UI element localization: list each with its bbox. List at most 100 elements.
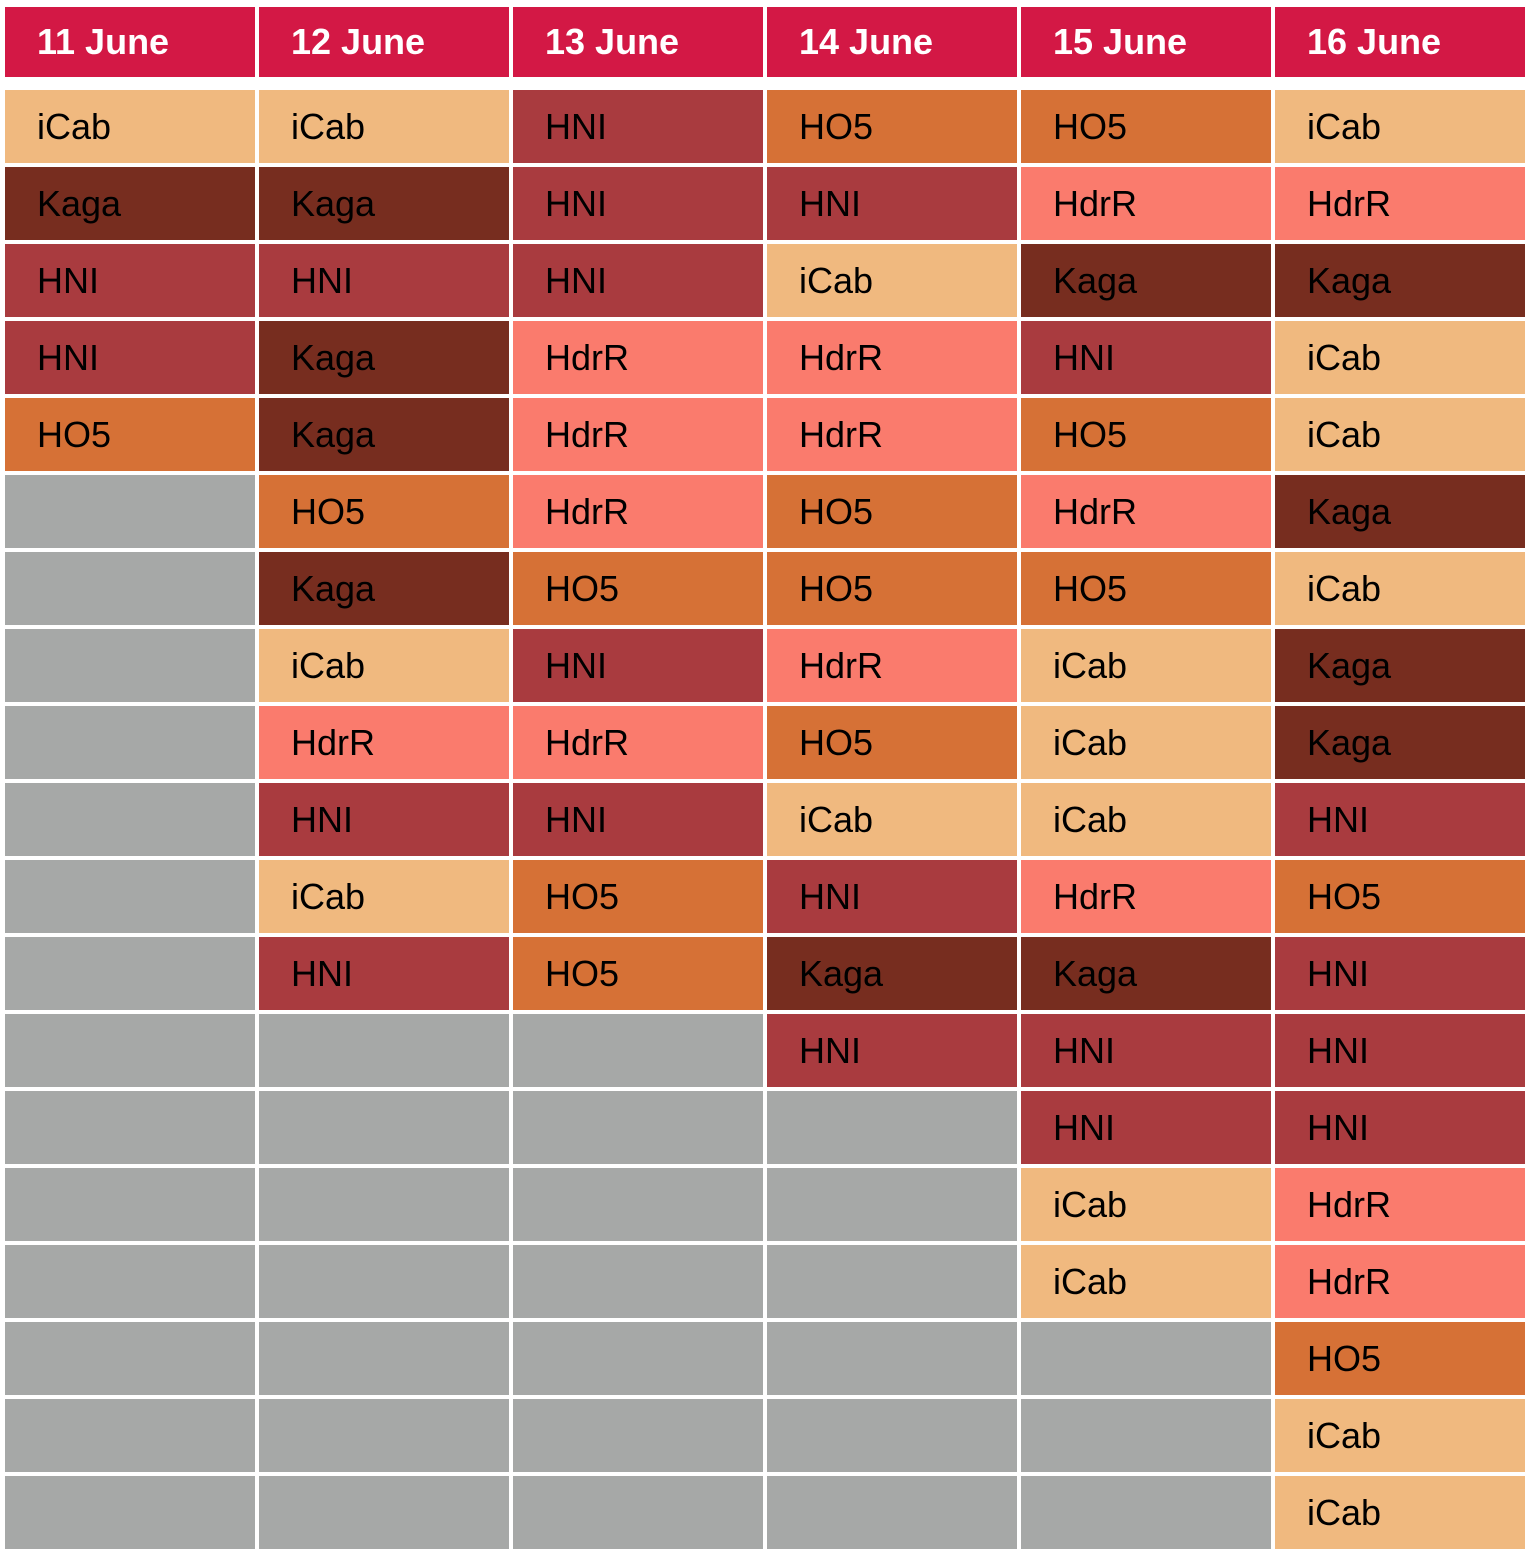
empty-cell (5, 783, 255, 856)
day-column: 11 June iCab Kaga HNI HNI HO5 (5, 7, 255, 1553)
table-cell: HO5 (1021, 398, 1271, 471)
day-column: 13 June HNI HNI HNI HdrR HdrR HdrR HO5 HNI HdrR HN… (513, 7, 763, 1553)
table-cell: HdrR (1021, 860, 1271, 933)
column-header: 16 June (1275, 7, 1525, 77)
table-cell: iCab (767, 783, 1017, 856)
table-cell: iCab (1275, 552, 1525, 625)
empty-cell (5, 706, 255, 779)
empty-cell (5, 1168, 255, 1241)
table-cell: HO5 (259, 475, 509, 548)
table-cell: HdrR (1021, 475, 1271, 548)
table-cell: HO5 (1275, 860, 1525, 933)
table-cell: iCab (1275, 90, 1525, 163)
table-cell: HO5 (5, 398, 255, 471)
table-cell: HNI (767, 167, 1017, 240)
empty-cell (513, 1168, 763, 1241)
empty-cell (767, 1091, 1017, 1164)
empty-cell (259, 1168, 509, 1241)
table-cell: Kaga (1275, 629, 1525, 702)
table-cell: iCab (1021, 783, 1271, 856)
empty-cell (767, 1322, 1017, 1395)
table-cell: HO5 (767, 706, 1017, 779)
table-cell: HdrR (1275, 1168, 1525, 1241)
schedule-table: 11 June iCab Kaga HNI HNI HO5 12 June iCab Kaga H… (5, 7, 1525, 1553)
empty-cell (513, 1091, 763, 1164)
table-cell: HdrR (513, 475, 763, 548)
table-cell: HNI (513, 90, 763, 163)
table-cell: iCab (1275, 398, 1525, 471)
table-cell: HdrR (259, 706, 509, 779)
empty-cell (259, 1399, 509, 1472)
table-cell: HNI (1021, 321, 1271, 394)
column-header: 15 June (1021, 7, 1271, 77)
table-cell: HdrR (513, 321, 763, 394)
table-cell: HNI (259, 937, 509, 1010)
empty-cell (767, 1245, 1017, 1318)
empty-cell (767, 1476, 1017, 1549)
table-cell: Kaga (259, 321, 509, 394)
empty-cell (259, 1014, 509, 1087)
empty-cell (1021, 1399, 1271, 1472)
table-cell: HdrR (1275, 1245, 1525, 1318)
table-cell: HNI (767, 860, 1017, 933)
table-cell: iCab (1021, 1245, 1271, 1318)
table-cell: Kaga (1275, 706, 1525, 779)
table-cell: HNI (767, 1014, 1017, 1087)
table-cell: HdrR (513, 706, 763, 779)
table-cell: HNI (1275, 1014, 1525, 1087)
empty-cell (5, 1399, 255, 1472)
table-cell: HNI (5, 244, 255, 317)
column-header: 14 June (767, 7, 1017, 77)
table-cell: iCab (1021, 629, 1271, 702)
empty-cell (259, 1476, 509, 1549)
table-cell: Kaga (259, 167, 509, 240)
table-cell: Kaga (767, 937, 1017, 1010)
table-cell: HO5 (1275, 1322, 1525, 1395)
table-cell: HNI (1021, 1091, 1271, 1164)
table-cell: iCab (5, 90, 255, 163)
table-cell: HNI (1275, 783, 1525, 856)
table-cell: HNI (259, 783, 509, 856)
table-cell: iCab (1275, 321, 1525, 394)
empty-cell (5, 475, 255, 548)
empty-cell (259, 1245, 509, 1318)
empty-cell (513, 1322, 763, 1395)
table-cell: Kaga (5, 167, 255, 240)
column-header: 12 June (259, 7, 509, 77)
empty-cell (1021, 1476, 1271, 1549)
table-cell: Kaga (1275, 475, 1525, 548)
empty-cell (5, 937, 255, 1010)
table-cell: Kaga (1021, 244, 1271, 317)
table-cell: HdrR (513, 398, 763, 471)
empty-cell (5, 1245, 255, 1318)
empty-cell (767, 1399, 1017, 1472)
table-cell: HdrR (767, 629, 1017, 702)
table-cell: HO5 (767, 552, 1017, 625)
empty-cell (5, 629, 255, 702)
empty-cell (5, 1476, 255, 1549)
day-column: 15 June HO5 HdrR Kaga HNI HO5 HdrR HO5 iCab iCab i… (1021, 7, 1271, 1553)
table-cell: HdrR (1275, 167, 1525, 240)
column-header: 13 June (513, 7, 763, 77)
table-cell: iCab (1275, 1476, 1525, 1549)
table-cell: iCab (1021, 1168, 1271, 1241)
empty-cell (513, 1014, 763, 1087)
empty-cell (1021, 1322, 1271, 1395)
table-cell: HdrR (767, 398, 1017, 471)
table-cell: Kaga (259, 398, 509, 471)
empty-cell (513, 1399, 763, 1472)
table-cell: iCab (259, 860, 509, 933)
table-cell: HO5 (513, 937, 763, 1010)
empty-cell (767, 1168, 1017, 1241)
empty-cell (5, 1014, 255, 1087)
empty-cell (513, 1245, 763, 1318)
table-cell: iCab (1275, 1399, 1525, 1472)
table-cell: iCab (1021, 706, 1271, 779)
table-cell: HNI (513, 629, 763, 702)
table-cell: HdrR (767, 321, 1017, 394)
table-cell: HNI (1275, 1091, 1525, 1164)
empty-cell (5, 552, 255, 625)
table-cell: HNI (1021, 1014, 1271, 1087)
day-column: 12 June iCab Kaga HNI Kaga Kaga HO5 Kaga iCab Hdr… (259, 7, 509, 1553)
table-cell: iCab (259, 90, 509, 163)
